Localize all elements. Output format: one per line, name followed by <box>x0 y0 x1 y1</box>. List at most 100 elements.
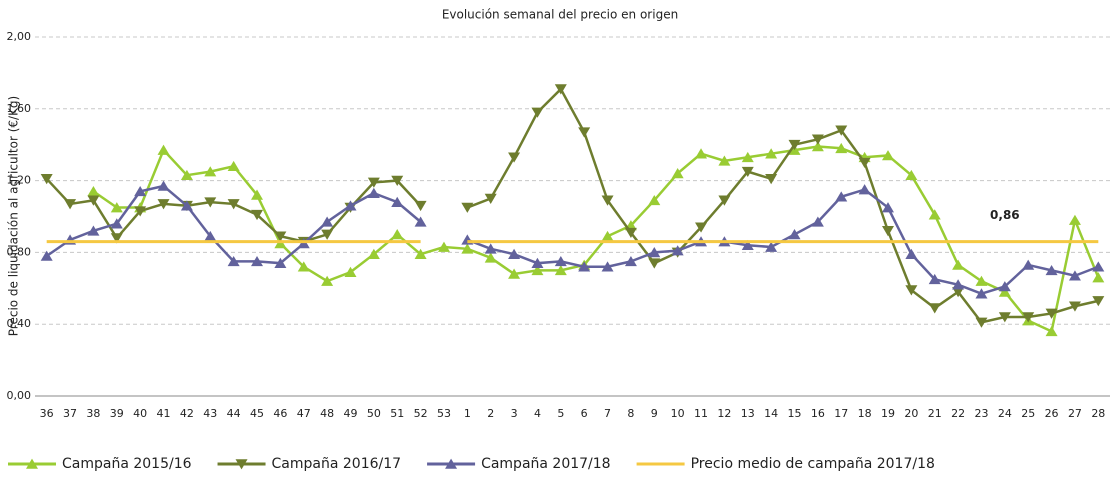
data-point <box>695 222 708 233</box>
data-point <box>297 261 310 272</box>
series-line <box>45 86 1099 324</box>
x-tick-label: 12 <box>717 407 731 420</box>
x-tick-label: 49 <box>343 407 357 420</box>
x-tick-label: 36 <box>40 407 54 420</box>
legend-label: Campaña 2017/18 <box>481 456 611 472</box>
data-point <box>204 166 217 177</box>
y-axis-label: Precio de liquidación al agricultor (€/K… <box>7 96 21 336</box>
data-point <box>391 196 404 207</box>
data-point <box>671 245 684 256</box>
data-point <box>928 273 941 285</box>
data-point <box>321 275 334 286</box>
data-point <box>881 202 894 213</box>
data-point <box>835 142 848 154</box>
data-point <box>835 191 848 202</box>
data-point <box>367 248 380 259</box>
x-tick-label: 9 <box>651 407 658 420</box>
data-point <box>274 257 287 268</box>
data-point <box>811 134 824 145</box>
data-point <box>718 155 731 166</box>
data-point <box>87 185 100 197</box>
data-point <box>765 148 778 159</box>
x-tick-label: 13 <box>741 407 755 420</box>
chart-title: Evolución semanal del precio en origen <box>442 8 678 22</box>
x-tick-label: 42 <box>180 407 194 420</box>
data-point <box>952 279 965 290</box>
data-point <box>531 264 544 276</box>
data-point <box>414 248 427 259</box>
x-tick-label: 7 <box>604 407 611 420</box>
data-point <box>554 255 567 267</box>
data-point <box>905 248 918 259</box>
x-tick-label: 10 <box>671 407 685 420</box>
data-point <box>274 231 287 242</box>
x-tick-label: 44 <box>227 407 241 420</box>
data-point <box>928 209 941 220</box>
data-point <box>554 264 567 276</box>
data-point <box>508 248 521 259</box>
data-point <box>952 287 965 298</box>
data-point <box>952 259 965 270</box>
data-point <box>391 175 404 186</box>
data-point <box>881 150 894 161</box>
data-point <box>578 261 591 272</box>
x-tick-label: 14 <box>764 407 778 420</box>
data-point <box>601 230 614 242</box>
data-point <box>87 195 100 206</box>
data-point <box>157 199 170 210</box>
x-tick-label: 28 <box>1091 407 1105 420</box>
data-point <box>367 187 380 198</box>
data-point <box>110 218 123 229</box>
data-point <box>1045 325 1058 337</box>
data-point <box>251 255 264 267</box>
data-point <box>718 195 731 206</box>
data-point <box>811 216 824 227</box>
legend-label: Precio medio de campaña 2017/18 <box>691 456 935 472</box>
x-tick-label: 43 <box>203 407 217 420</box>
legend-marker <box>26 458 38 469</box>
x-tick-label: 38 <box>86 407 100 420</box>
data-point <box>881 226 894 237</box>
data-point <box>601 261 614 272</box>
data-point <box>391 229 404 240</box>
data-point <box>110 202 123 213</box>
data-point <box>1068 214 1081 225</box>
data-point <box>811 141 824 152</box>
x-tick-label: 5 <box>557 407 564 420</box>
legend-label: Campaña 2015/16 <box>62 456 192 472</box>
data-point <box>1045 264 1058 276</box>
x-tick-label: 39 <box>110 407 124 420</box>
data-point <box>461 202 474 213</box>
data-point <box>508 268 521 279</box>
data-point <box>1092 261 1105 272</box>
data-point <box>765 174 778 185</box>
x-tick-label: 41 <box>157 407 171 420</box>
y-tick-label: 2,00 <box>7 30 32 43</box>
data-point <box>1092 272 1105 283</box>
x-tick-label: 20 <box>904 407 918 420</box>
x-tick-label: 51 <box>390 407 404 420</box>
data-point <box>741 239 754 251</box>
data-point <box>157 144 170 155</box>
data-point <box>344 200 357 211</box>
x-tick-label: 2 <box>487 407 494 420</box>
data-point <box>414 200 427 212</box>
data-point <box>251 209 264 221</box>
data-point <box>134 206 147 217</box>
data-point <box>40 174 53 185</box>
data-point <box>180 200 193 211</box>
data-point <box>344 266 357 277</box>
x-tick-label: 47 <box>297 407 311 420</box>
data-point <box>157 180 170 191</box>
legend-marker <box>445 458 458 469</box>
x-tick-label: 22 <box>951 407 965 420</box>
x-tick-label: 3 <box>511 407 518 420</box>
data-point <box>975 288 988 299</box>
x-tick-label: 15 <box>788 407 802 420</box>
x-tick-label: 8 <box>627 407 634 420</box>
x-tick-label: 48 <box>320 407 334 420</box>
y-tick-label: 1,20 <box>7 174 32 187</box>
x-tick-label: 6 <box>581 407 588 420</box>
data-point <box>695 148 708 159</box>
annotation: 0,86 <box>990 208 1020 222</box>
